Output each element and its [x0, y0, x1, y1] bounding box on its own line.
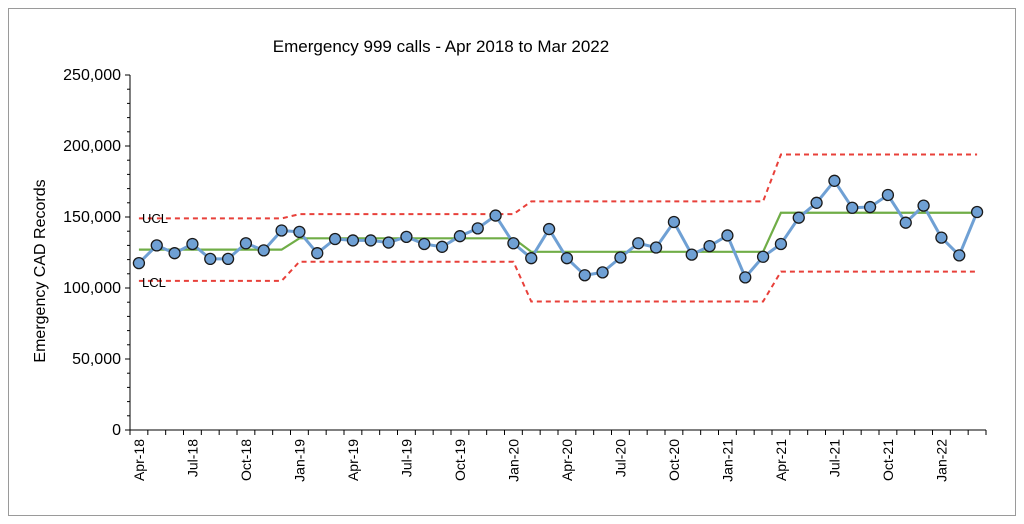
x-axis-ticks: Apr-18 Jul-18 Oct-18 Jan-19 Apr-19 Jul-19 Oct-…	[129, 430, 987, 482]
y-axis-ticks: 0 50,000 100,000 150,000 200,000 250,000	[63, 67, 130, 439]
data-point	[382, 236, 395, 249]
data-point	[400, 230, 413, 244]
data-point	[721, 229, 734, 242]
data-point	[632, 237, 645, 250]
ucl-label: UCL	[142, 211, 168, 226]
data-point	[614, 251, 627, 264]
y-tick-label: 0	[112, 422, 121, 439]
mean-line	[138, 211, 978, 253]
data-point	[596, 266, 609, 279]
data-point	[953, 249, 966, 262]
data-point	[935, 231, 948, 244]
x-tick-label: Apr-18	[131, 439, 147, 481]
y-tick-label: 250,000	[63, 67, 121, 84]
chart-title: Emergency 999 calls - Apr 2018 to Mar 20…	[273, 37, 609, 56]
data-point	[685, 248, 698, 261]
data-point	[810, 196, 823, 209]
data-point	[489, 209, 502, 222]
x-tick-label: Oct-19	[452, 439, 468, 481]
data-point	[649, 241, 663, 254]
x-tick-label: Jan-22	[933, 439, 949, 482]
x-tick-label: Jul-18	[184, 439, 200, 477]
data-point	[578, 269, 591, 282]
data-point	[846, 201, 859, 214]
x-tick-label: Oct-20	[666, 439, 682, 481]
data-point	[293, 225, 306, 239]
data-series	[132, 174, 984, 284]
data-point	[774, 237, 788, 251]
data-point	[471, 222, 484, 235]
data-point	[863, 200, 877, 214]
data-point	[525, 252, 538, 265]
control-limits	[138, 153, 978, 303]
data-point	[667, 215, 681, 229]
y-axis-label: Emergency CAD Records	[32, 179, 49, 362]
data-point	[311, 247, 324, 260]
data-point	[970, 205, 984, 219]
data-point	[899, 216, 912, 229]
data-point	[739, 271, 752, 284]
data-point	[132, 256, 146, 270]
data-point	[756, 250, 770, 263]
x-tick-label: Apr-20	[559, 439, 575, 481]
data-point	[560, 252, 574, 265]
x-tick-label: Jul-20	[612, 439, 628, 477]
data-point	[221, 252, 235, 266]
data-point	[186, 237, 199, 251]
data-point	[792, 211, 805, 224]
x-tick-label: Oct-18	[238, 439, 254, 481]
data-point	[881, 188, 895, 202]
data-point	[346, 234, 360, 247]
data-point	[703, 239, 716, 253]
y-tick-label: 100,000	[63, 280, 121, 297]
series-line	[137, 179, 979, 279]
data-point	[328, 232, 342, 246]
x-tick-label: Jan-19	[291, 439, 307, 482]
x-tick-label: Jul-21	[826, 439, 842, 477]
data-point	[168, 247, 181, 260]
data-point	[507, 237, 520, 250]
data-point	[204, 252, 217, 266]
lcl-line	[138, 260, 978, 303]
y-tick-label: 200,000	[63, 138, 121, 155]
x-tick-label: Jan-21	[719, 439, 735, 482]
x-tick-label: Jan-20	[505, 439, 521, 482]
x-tick-label: Jul-19	[398, 439, 414, 477]
data-point	[275, 224, 288, 237]
lcl-label: LCL	[142, 275, 166, 290]
data-point	[828, 174, 841, 187]
x-tick-label: Apr-19	[345, 439, 361, 481]
data-point	[453, 230, 467, 243]
x-tick-label: Apr-21	[773, 439, 789, 481]
y-tick-label: 50,000	[72, 351, 121, 368]
y-tick-label: 150,000	[63, 209, 121, 226]
x-tick-label: Oct-21	[880, 439, 896, 481]
data-point	[418, 237, 431, 251]
data-point	[542, 222, 556, 236]
ucl-line	[138, 153, 978, 220]
data-point	[150, 239, 163, 252]
data-point	[239, 237, 253, 250]
data-point	[257, 244, 270, 257]
data-point	[917, 199, 930, 212]
data-point	[435, 240, 449, 253]
data-point	[364, 234, 377, 247]
